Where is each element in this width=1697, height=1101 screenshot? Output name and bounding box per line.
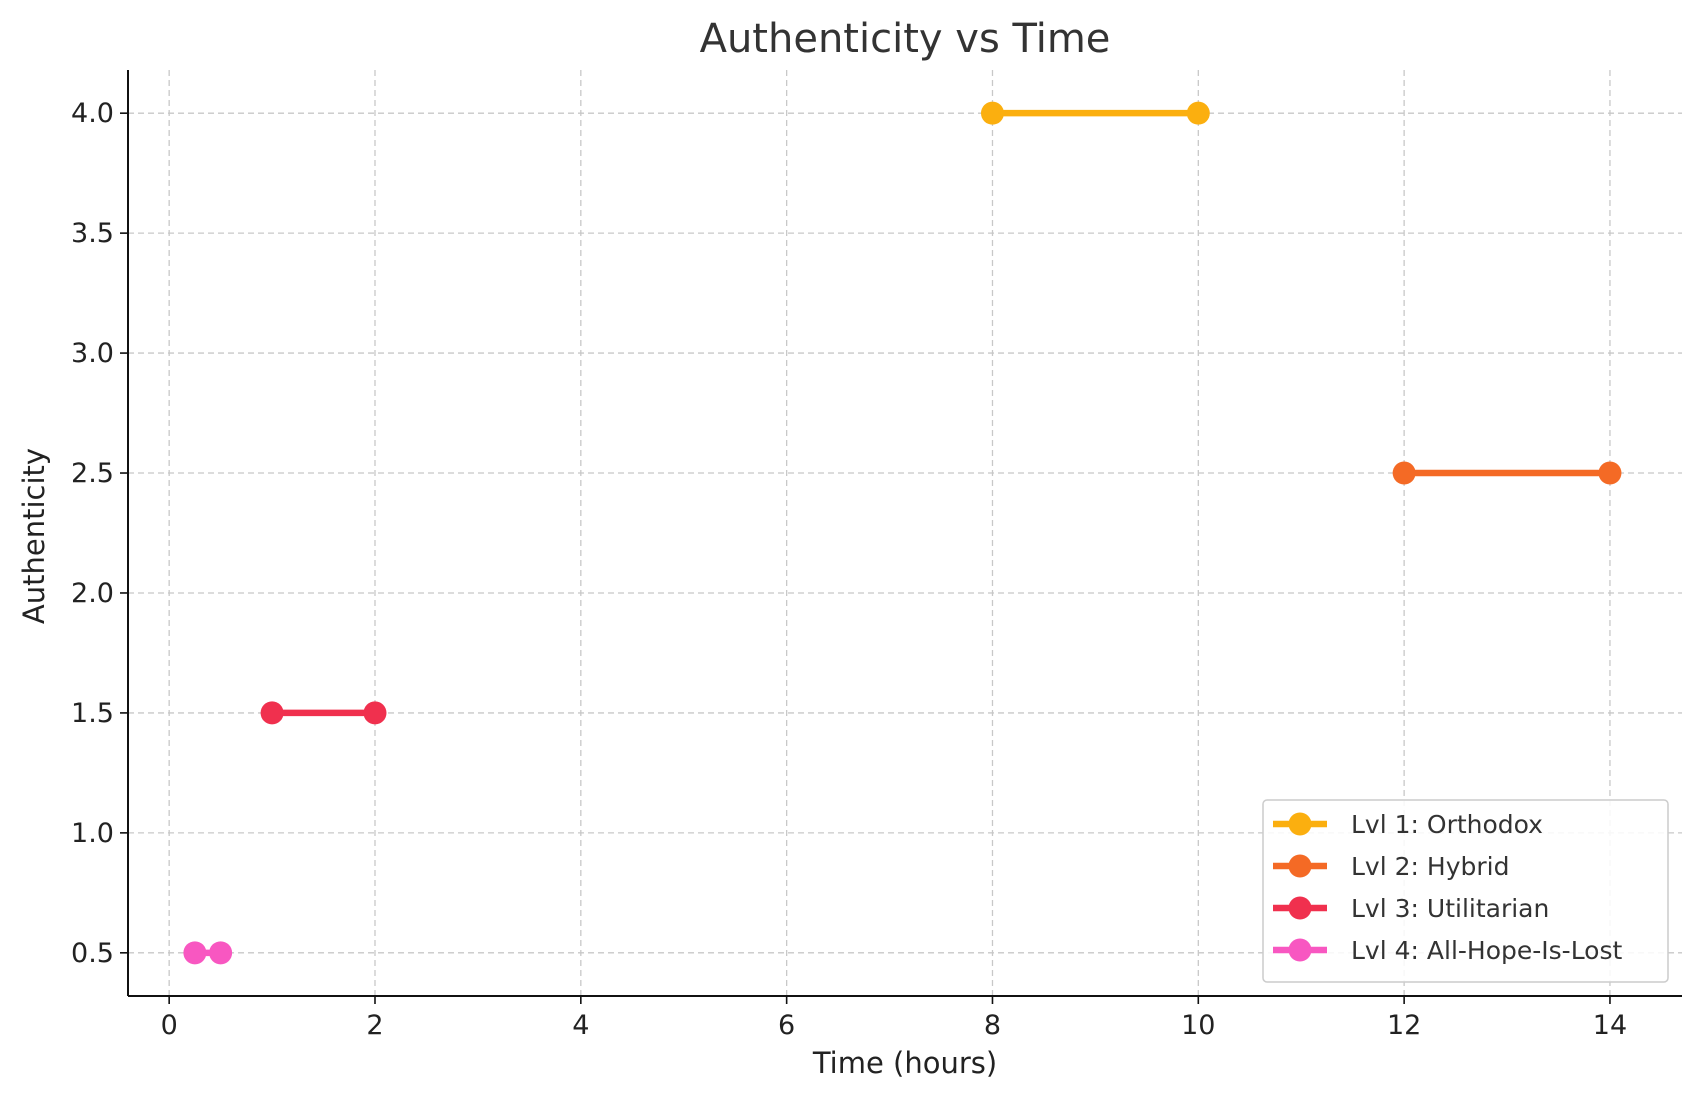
data-point [1392, 461, 1416, 485]
y-tick-label: 2.0 [71, 578, 114, 609]
legend-label: Lvl 1: Orthodox [1351, 810, 1543, 839]
legend-label: Lvl 2: Hybrid [1351, 852, 1509, 881]
legend-marker [1288, 812, 1312, 836]
legend: Lvl 1: Orthodox Lvl 2: Hybrid Lvl 3: Utili… [1262, 799, 1669, 983]
series-3 [260, 701, 387, 725]
data-point [183, 941, 207, 965]
x-tick-label: 10 [1181, 1010, 1215, 1041]
data-point [260, 701, 284, 725]
legend-entry: Lvl 1: Orthodox [1273, 810, 1543, 839]
x-tick-label: 8 [984, 1010, 1001, 1041]
x-tick-label: 14 [1593, 1010, 1627, 1041]
data-point [363, 701, 387, 725]
x-tick-label: 4 [572, 1010, 589, 1041]
legend-label: Lvl 4: All-Hope-Is-Lost [1351, 936, 1622, 965]
legend-box [1262, 799, 1669, 983]
y-tick-label: 0.5 [71, 938, 114, 969]
legend-marker [1288, 938, 1312, 962]
data-point [980, 101, 1004, 125]
y-tick-label: 3.5 [71, 218, 114, 249]
y-tick-label: 3.0 [71, 338, 114, 369]
legend-label: Lvl 3: Utilitarian [1351, 894, 1549, 923]
chart-title: Authenticity vs Time [700, 16, 1111, 62]
legend-entry: Lvl 3: Utilitarian [1273, 894, 1549, 923]
legend-marker [1288, 896, 1312, 920]
y-axis-label: Authenticity [17, 448, 51, 624]
y-tick-label: 2.5 [71, 458, 114, 489]
series-layer [183, 101, 1622, 965]
data-point [1186, 101, 1210, 125]
data-point [209, 941, 233, 965]
x-tick-label: 12 [1387, 1010, 1421, 1041]
y-tick-label: 1.0 [71, 818, 114, 849]
x-tick-label: 0 [161, 1010, 178, 1041]
x-tick-label: 2 [366, 1010, 383, 1041]
x-tick-label: 6 [778, 1010, 795, 1041]
axes: 0 2 4 6 8 10 12 14 0.5 1.0 1.5 2.0 2.5 3.0 3.5 4.0 [71, 70, 1682, 1041]
legend-marker [1288, 854, 1312, 878]
series-1 [980, 101, 1210, 125]
y-tick-label: 1.5 [71, 698, 114, 729]
data-point [1598, 461, 1622, 485]
series-2 [1392, 461, 1622, 485]
legend-entry: Lvl 2: Hybrid [1273, 852, 1509, 881]
y-tick-label: 4.0 [71, 98, 114, 129]
series-4 [183, 941, 233, 965]
legend-entry: Lvl 4: All-Hope-Is-Lost [1273, 936, 1622, 965]
x-axis-label: Time (hours) [812, 1046, 997, 1080]
